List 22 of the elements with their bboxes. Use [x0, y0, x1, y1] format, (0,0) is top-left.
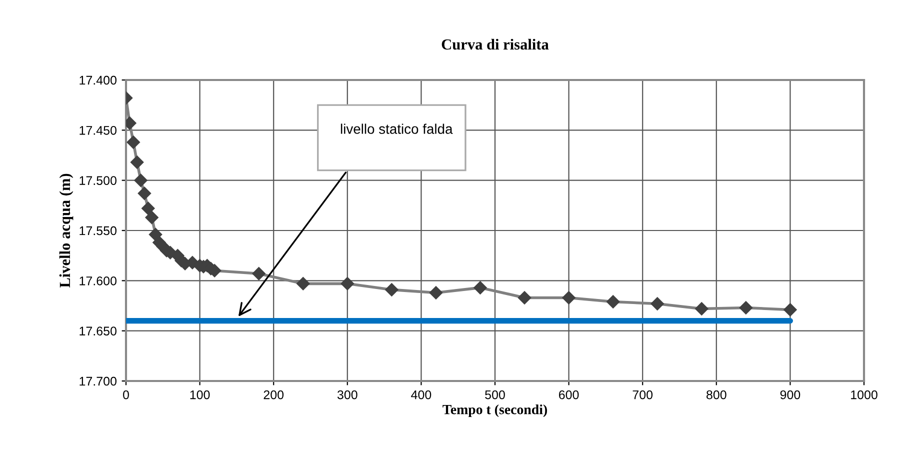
x-tick-label: 1000	[851, 390, 878, 400]
x-tick-label: 900	[780, 390, 800, 400]
y-tick-label: 17.500	[80, 176, 116, 185]
y-tick-label: 17.450	[80, 126, 116, 135]
x-axis-title: Tempo t (secondi)	[442, 404, 547, 418]
x-tick-label: 0	[123, 390, 129, 400]
y-tick-label: 17.650	[80, 326, 116, 336]
x-tick-label: 600	[559, 390, 579, 400]
x-tick-label: 400	[411, 390, 432, 400]
y-tick-label: 17.600	[80, 276, 116, 286]
x-tick-label: 800	[706, 390, 726, 400]
x-tick-label: 700	[632, 390, 653, 400]
x-tick-label: 500	[485, 390, 505, 400]
x-tick-label: 100	[190, 390, 210, 400]
chart-title: Curva di risalita	[442, 38, 549, 50]
x-tick-label: 300	[337, 390, 358, 400]
y-tick-label: 17.550	[80, 226, 116, 236]
annotation: livello statico falda	[340, 124, 453, 134]
y-tick-label: 17.400	[80, 76, 116, 85]
y-tick-label: 17.700	[80, 376, 116, 386]
x-tick-label: 200	[264, 390, 284, 400]
y-axis-title: Livello acqua (m)	[59, 174, 74, 288]
